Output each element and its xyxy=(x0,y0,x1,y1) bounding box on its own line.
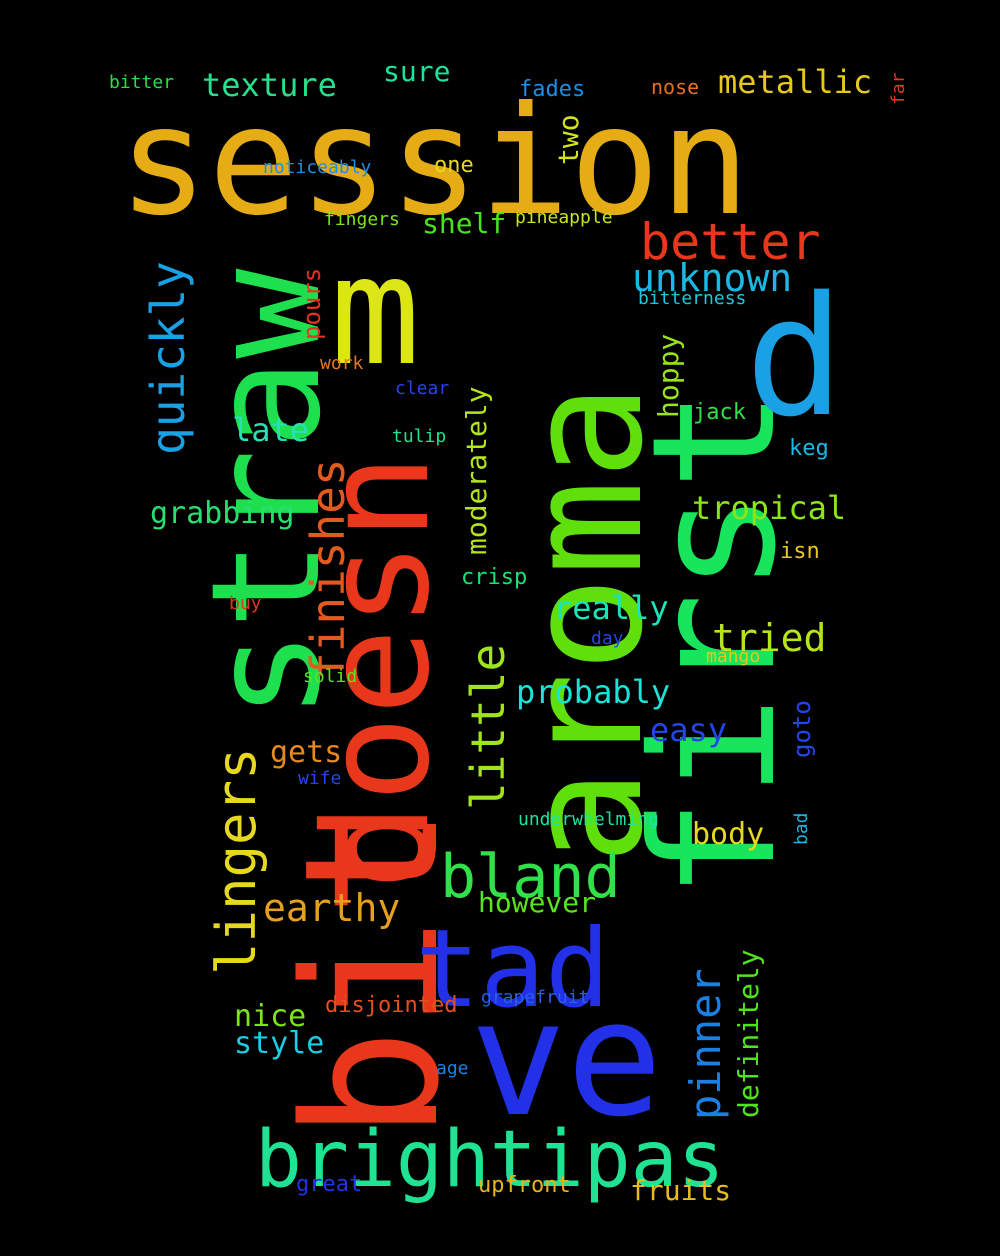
word-keg: keg xyxy=(789,435,829,461)
word-probably: probably xyxy=(516,672,671,711)
word-finishes: finishes xyxy=(301,458,355,680)
word-day: day xyxy=(591,628,624,650)
word-isn: isn xyxy=(780,538,820,564)
word-texture: texture xyxy=(202,65,337,104)
word-grapefruit: grapefruit xyxy=(481,987,590,1009)
word-m: m xyxy=(330,225,421,399)
word-bad: bad xyxy=(791,812,812,845)
word-buy: buy xyxy=(229,593,262,615)
word-really: really xyxy=(553,588,669,627)
word-great: great xyxy=(296,1171,363,1197)
word-late: late xyxy=(232,410,310,449)
word-easy: easy xyxy=(650,710,728,749)
word-shelf: shelf xyxy=(422,207,507,241)
word-gets: gets xyxy=(270,735,343,771)
word-better: better xyxy=(640,213,821,271)
word-hoppy: hoppy xyxy=(652,333,685,418)
word-style: style xyxy=(234,1026,325,1062)
word-two: two xyxy=(552,114,585,165)
word-ve: ve xyxy=(470,964,663,1152)
word-brightipas: brightipas xyxy=(255,1115,725,1206)
word-clear: clear xyxy=(395,378,450,400)
word-grabbing: grabbing xyxy=(150,496,295,532)
word-wife: wife xyxy=(298,768,342,790)
word-metallic: metallic xyxy=(718,62,873,101)
word-however: however xyxy=(478,886,597,920)
word-bitterness: bitterness xyxy=(638,288,747,310)
word-jack: jack xyxy=(693,399,746,425)
word-pinner: pinner xyxy=(681,968,730,1120)
word-goto: goto xyxy=(788,700,816,758)
word-nose: nose xyxy=(651,74,700,99)
word-tulip: tulip xyxy=(392,426,447,448)
word-one: one xyxy=(434,152,474,178)
word-lingers: lingers xyxy=(205,747,268,975)
word-work: work xyxy=(320,353,364,375)
word-nice: nice xyxy=(234,999,307,1035)
word-body: body xyxy=(692,817,765,853)
word-mango: mango xyxy=(706,646,761,668)
word-underwhelming: underwhelming xyxy=(518,809,659,831)
word-earthy: earthy xyxy=(263,885,401,930)
word-pours: pours xyxy=(298,267,326,340)
word-bland: bland xyxy=(440,841,621,912)
word-noticeably: noticeably xyxy=(263,157,372,179)
word-fruits: fruits xyxy=(630,1174,732,1208)
word-tropical: tropical xyxy=(692,488,847,527)
word-little: little xyxy=(461,643,515,810)
word-disjointed: disjointed xyxy=(325,992,458,1018)
word-age: age xyxy=(436,1058,469,1080)
word-fingers: fingers xyxy=(324,209,400,231)
word-far: far xyxy=(888,72,909,105)
word-tried: tried xyxy=(712,615,827,660)
word-quickly: quickly xyxy=(141,261,195,455)
word-sure: sure xyxy=(383,55,451,89)
word-solid: solid xyxy=(303,666,358,688)
word-moderately: moderately xyxy=(460,386,493,555)
word-d: d xyxy=(745,260,845,453)
word-bitter: bitter xyxy=(109,72,175,94)
word-fades: fades xyxy=(519,76,586,102)
word-unknown: unknown xyxy=(632,255,793,300)
word-crisp: crisp xyxy=(461,564,528,590)
word-definitely: definitely xyxy=(732,949,765,1118)
word-pineapple: pineapple xyxy=(515,207,613,229)
word-session: session xyxy=(118,75,751,249)
word-upfront: upfront xyxy=(478,1172,571,1198)
word-tad: tad xyxy=(415,907,611,1033)
